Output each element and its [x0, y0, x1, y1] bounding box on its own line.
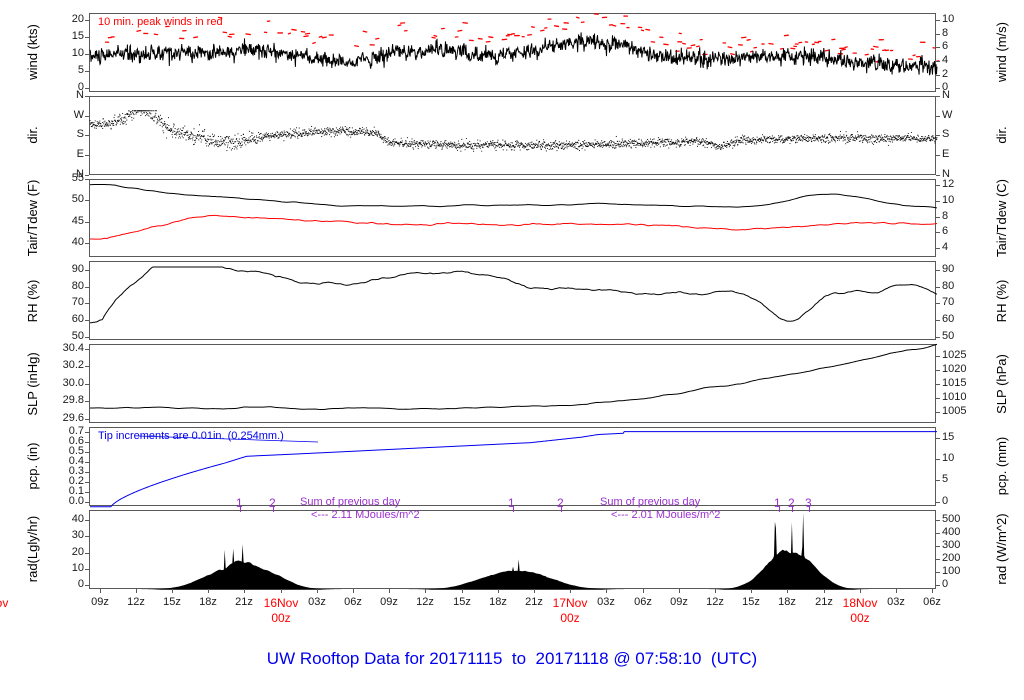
svg-text:10 min. peak winds in red: 10 min. peak winds in red	[98, 16, 223, 28]
